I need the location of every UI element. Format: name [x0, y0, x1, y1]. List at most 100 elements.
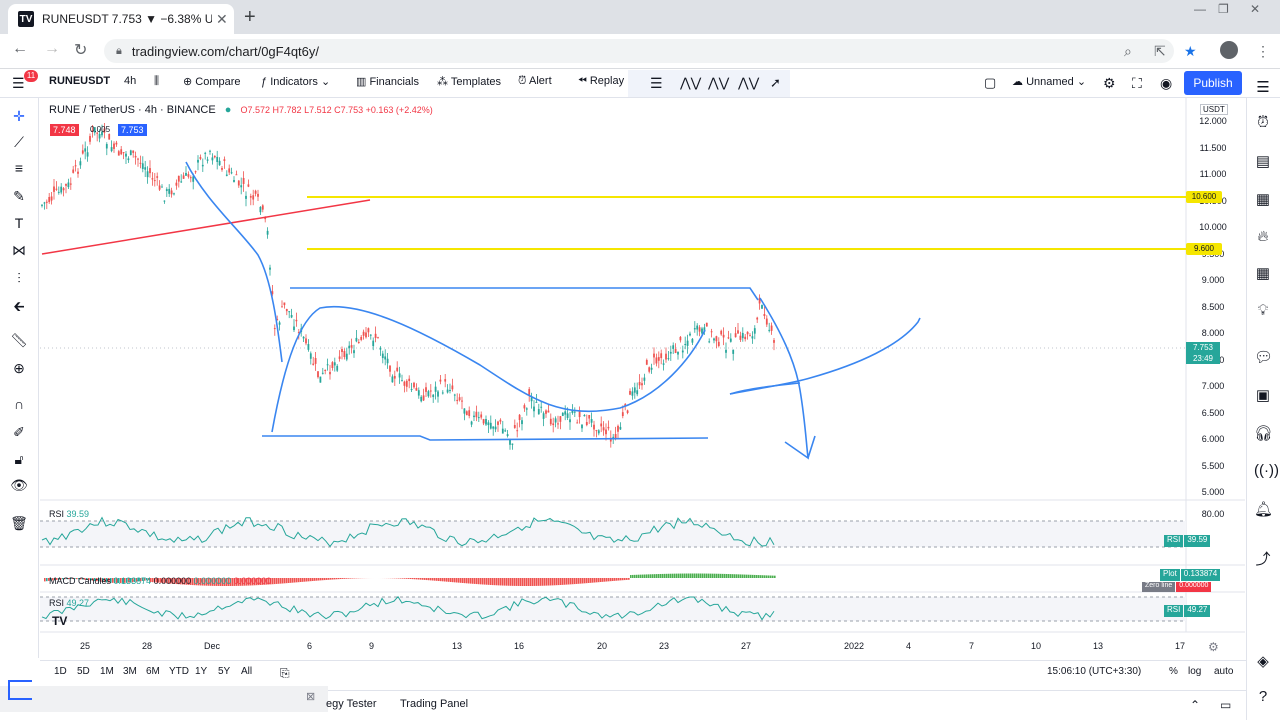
goto-date-icon[interactable]: ⎘: [280, 666, 290, 681]
trading-panel-tab[interactable]: Trading Panel: [400, 698, 468, 710]
chevron-up-icon[interactable]: ⌃: [1190, 698, 1200, 712]
trend-line-icon[interactable]: ⟋: [10, 134, 28, 151]
alert-button[interactable]: ⏰︎ Alert: [518, 75, 552, 88]
strategy-tester-tab[interactable]: egy Tester: [326, 698, 377, 710]
replay-button[interactable]: ⏪︎ Replay: [578, 75, 624, 88]
compare-button[interactable]: ⊕ Compare: [183, 75, 241, 88]
log-toggle[interactable]: log: [1188, 666, 1201, 677]
macd-bar: [500, 578, 502, 585]
pencil-lock-icon[interactable]: ✐: [10, 424, 28, 441]
streams-icon[interactable]: ▣: [1254, 386, 1272, 404]
range-button-5y[interactable]: 5Y: [218, 666, 230, 677]
ask-price[interactable]: 7.753: [118, 124, 147, 136]
data-window-icon[interactable]: ▦: [1254, 190, 1272, 208]
clock[interactable]: 15:06:10 (UTC+3:30): [1047, 666, 1141, 677]
layout-select-icon[interactable]: ▢: [984, 75, 996, 91]
red-trend-line[interactable]: [42, 200, 370, 254]
overlay-close-icon[interactable]: ⊠: [306, 690, 315, 703]
range-button-all[interactable]: All: [241, 666, 252, 677]
drawing-menu-icon[interactable]: ☰: [650, 75, 663, 92]
price-chart[interactable]: TV: [40, 98, 1245, 658]
range-button-1d[interactable]: 1D: [54, 666, 67, 677]
xabcd-pattern-icon[interactable]: ⋀⋁: [708, 75, 729, 91]
forward-icon[interactable]: →: [44, 40, 60, 58]
forecast-icon[interactable]: ⫶: [10, 270, 28, 287]
horizontal-lines-icon[interactable]: ≡: [10, 160, 28, 176]
wave-pattern-icon[interactable]: ⋀⋁: [738, 75, 759, 91]
zoom-icon[interactable]: ⌕: [1124, 43, 1132, 60]
pattern-icon[interactable]: ⋈: [10, 242, 28, 259]
notifications-bell-icon[interactable]: 🔔︎: [1254, 500, 1272, 518]
broadcast-icon[interactable]: ((·)): [1254, 462, 1272, 479]
range-button-ytd[interactable]: YTD: [169, 666, 189, 677]
alarm-icon[interactable]: ⏰︎: [1254, 114, 1272, 131]
symbol-search[interactable]: RUNEUSDT: [49, 75, 110, 87]
ideas-bulb-icon[interactable]: 💡︎: [1254, 302, 1272, 319]
range-button-3m[interactable]: 3M: [123, 666, 137, 677]
layers-icon[interactable]: ◈: [1254, 652, 1272, 670]
calendar-icon[interactable]: ▦: [1254, 264, 1272, 282]
fullscreen-icon[interactable]: ⛶: [1132, 75, 1142, 92]
profile-avatar[interactable]: [1220, 41, 1238, 59]
range-button-5d[interactable]: 5D: [77, 666, 90, 677]
publish-button[interactable]: Publish: [1184, 71, 1242, 95]
range-button-6m[interactable]: 6M: [146, 666, 160, 677]
share-icon[interactable]: ⇱: [1154, 43, 1166, 60]
close-icon[interactable]: ✕: [216, 11, 228, 28]
magnet-icon[interactable]: ∩: [10, 396, 28, 412]
chat-icon[interactable]: 💬︎: [1254, 348, 1272, 366]
crosshair-icon[interactable]: ✛: [10, 108, 28, 125]
restore-icon[interactable]: ❐: [1218, 2, 1229, 16]
trash-icon[interactable]: 🗑︎: [10, 515, 28, 532]
new-tab-button[interactable]: +: [244, 6, 256, 29]
help-icon[interactable]: ?: [1254, 688, 1272, 705]
brush-icon[interactable]: ✎: [10, 188, 28, 205]
financials-button[interactable]: ▥ Financials: [356, 75, 419, 88]
bookmark-star-icon[interactable]: ★: [1184, 43, 1197, 60]
currency-label[interactable]: USDT: [1200, 104, 1228, 115]
support-icon[interactable]: 🎧︎: [1254, 424, 1272, 442]
trading-panel-icon[interactable]: ⤴: [1254, 548, 1272, 569]
macd-bar: [550, 578, 552, 585]
window-close-icon[interactable]: ✕: [1250, 2, 1260, 16]
ruler-icon[interactable]: 📏︎: [10, 332, 28, 349]
candle-body: [77, 172, 79, 174]
chart-type-icon[interactable]: ⫼: [154, 75, 159, 88]
axis-settings-gear-icon[interactable]: ⚙: [1208, 640, 1219, 654]
menu-icon[interactable]: ☰: [1254, 78, 1272, 96]
back-arrow-icon[interactable]: 🡰: [10, 296, 28, 320]
candle-body: [353, 350, 355, 353]
hotlist-flame-icon[interactable]: 🔥︎: [1254, 228, 1272, 245]
layout-name[interactable]: ☁ Unnamed ⌄: [1012, 75, 1086, 88]
range-button-1y[interactable]: 1Y: [195, 666, 207, 677]
templates-button[interactable]: ⁂ Templates: [437, 75, 501, 88]
macd-bar: [482, 578, 484, 584]
reload-icon[interactable]: ↻: [74, 40, 87, 60]
zigzag-pattern-icon[interactable]: ⋀⋁: [680, 75, 701, 91]
lock-icon[interactable]: 🔓︎: [10, 451, 28, 468]
hamburger-menu-icon[interactable]: ☰: [12, 75, 25, 92]
percent-toggle[interactable]: %: [1169, 666, 1178, 677]
browser-tab[interactable]: TV RUNEUSDT 7.753 ▼ −6.38% Unn ✕: [8, 4, 234, 34]
auto-toggle[interactable]: auto: [1214, 666, 1233, 677]
menu-dots-icon[interactable]: ⋮: [1256, 43, 1270, 60]
bid-price[interactable]: 7.748: [50, 124, 79, 136]
url-field[interactable]: 🔒︎ tradingview.com/chart/0gF4qt6y/: [104, 39, 1174, 63]
eye-icon[interactable]: 👁︎: [10, 477, 28, 494]
freehand-drawings[interactable]: [186, 162, 920, 458]
cursor-icon[interactable]: ➚: [770, 75, 781, 91]
text-icon[interactable]: T: [10, 215, 28, 231]
candle-body: [185, 173, 187, 176]
camera-icon[interactable]: ◉: [1160, 75, 1172, 92]
candle-body: [560, 416, 562, 422]
zoom-in-icon[interactable]: ⊕: [10, 360, 28, 377]
minimize-icon[interactable]: —: [1194, 2, 1206, 16]
settings-gear-icon[interactable]: ⚙: [1103, 75, 1116, 92]
indicators-button[interactable]: ƒ Indicators ⌄: [261, 75, 330, 88]
interval-selector[interactable]: 4h: [124, 75, 136, 87]
back-icon[interactable]: ←: [12, 40, 28, 58]
maximize-panel-icon[interactable]: ▭: [1220, 698, 1231, 712]
watchlist-icon[interactable]: ▤: [1254, 152, 1272, 170]
range-button-1m[interactable]: 1M: [100, 666, 114, 677]
candle-body: [339, 356, 341, 358]
